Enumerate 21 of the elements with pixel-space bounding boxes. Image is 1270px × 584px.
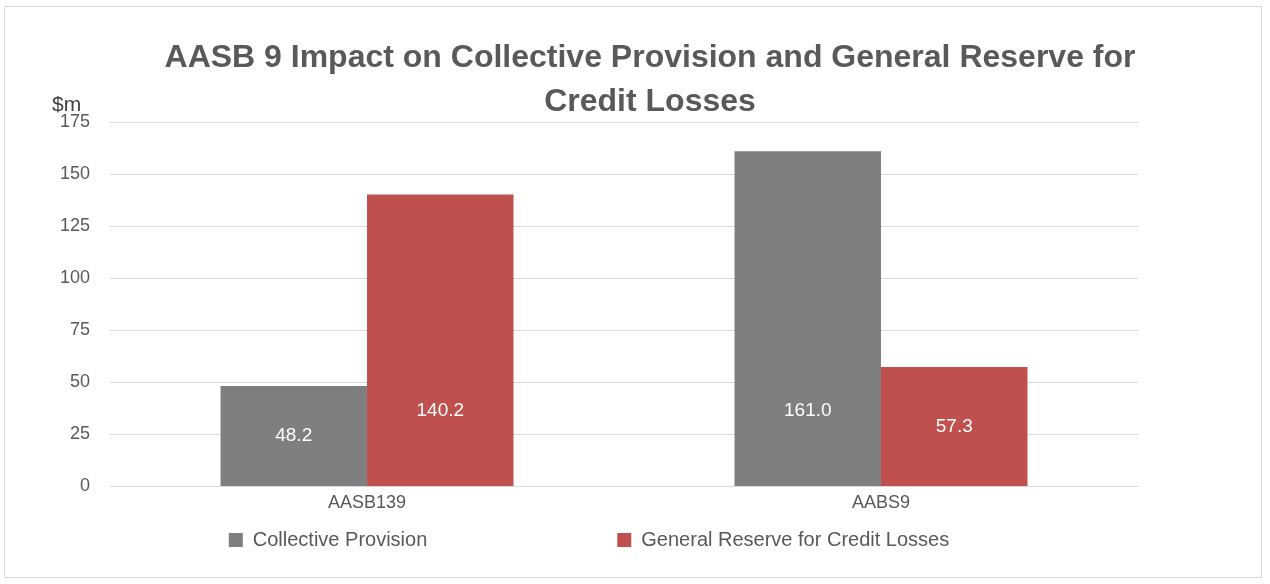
data-label: 161.0 (783, 399, 832, 421)
x-tick-label: AABS9 (851, 492, 911, 513)
bar (881, 367, 1028, 486)
chart-title: AASB 9 Impact on Collective Provision and General Reserve for Credit Losses (163, 37, 1137, 120)
y-tick-label: 50 (70, 371, 91, 392)
data-label: 140.2 (416, 399, 465, 421)
y-tick-label: 100 (59, 267, 91, 288)
y-tick-label: 25 (70, 423, 91, 444)
legend-label: Collective Provision (252, 527, 608, 550)
legend-label: General Reserve for Credit Losses (641, 527, 950, 550)
x-tick-label: AASB139 (327, 492, 407, 513)
y-tick-label: 125 (59, 215, 91, 236)
bar (367, 194, 514, 486)
y-tick-label: 175 (59, 110, 91, 131)
bar (220, 386, 368, 486)
data-label: 57.3 (935, 414, 973, 436)
y-tick-label: 150 (59, 163, 91, 184)
y-tick-label: 0 (80, 475, 91, 496)
y-tick-label: 75 (70, 319, 91, 340)
bar (734, 151, 882, 486)
data-label: 48.2 (275, 424, 313, 446)
